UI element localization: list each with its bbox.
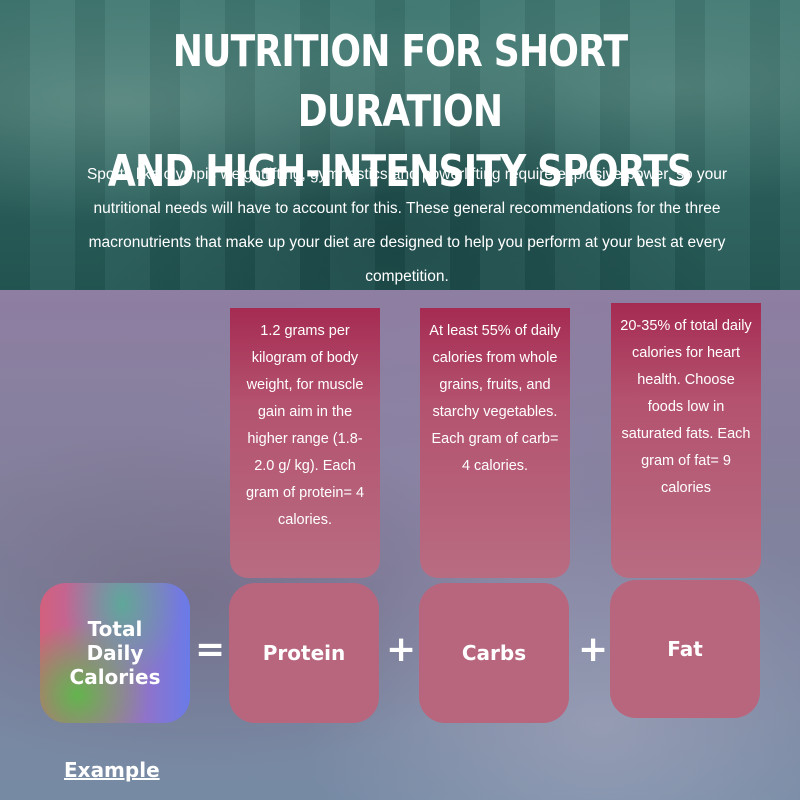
title-line-1: NUTRITION FOR SHORT DURATION [172,26,628,137]
plus-sign-1: + [386,629,417,670]
carbs-label: Carbs [461,641,527,665]
carbs-info-box: At least 55% of daily calories from whol… [420,308,570,578]
total-daily-calories-label: Total Daily Calories [69,617,161,689]
protein-info-box: 1.2 grams per kilogram of body weight, f… [230,308,380,578]
header-background-photo [0,0,800,290]
protein-label: Protein [262,641,346,665]
intro-paragraph: Sports like olympic weightlifting, gymna… [86,166,728,285]
equals-sign: = [195,629,226,670]
fat-info-box: 20-35% of total daily calories for heart… [611,303,761,578]
title-line-2: AND HIGH-INTENSITY SPORTS [107,146,693,197]
page-title: NUTRITION FOR SHORT DURATION AND HIGH-IN… [72,22,728,202]
fat-box: Fat [610,580,760,718]
plus-sign-2: + [578,629,609,670]
example-heading: Example [64,758,160,782]
protein-box: Protein [229,583,379,723]
carbs-box: Carbs [419,583,569,723]
protein-info-text: 1.2 grams per kilogram of body weight, f… [245,323,365,528]
fat-label: Fat [667,637,703,661]
total-daily-calories-box: Total Daily Calories [40,583,190,723]
carbs-info-text: At least 55% of daily calories from whol… [429,323,561,474]
header-banner: NUTRITION FOR SHORT DURATION AND HIGH-IN… [0,0,800,290]
fat-info-text: 20-35% of total daily calories for heart… [620,318,752,496]
